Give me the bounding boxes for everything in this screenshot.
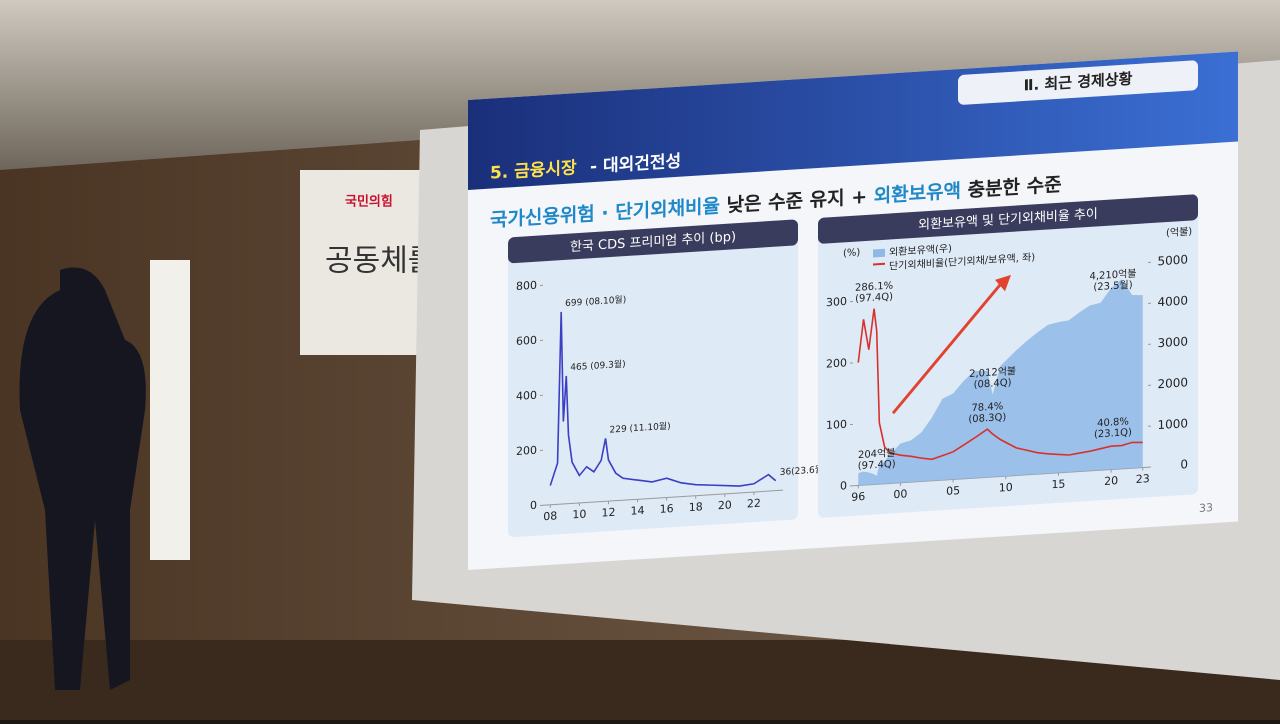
y2-tick-label: 4000: [1157, 293, 1188, 309]
x-tick-label: 23: [1136, 472, 1150, 486]
annotation-sub: (23.5월): [1093, 279, 1132, 293]
x-tick-label: 22: [747, 497, 761, 511]
y-tick-label: 200: [516, 444, 537, 458]
y2-tick-label: 2000: [1157, 375, 1188, 391]
y2-tick-label: 1000: [1157, 416, 1188, 432]
slide: Ⅱ. 최근 경제상황 5. 금융시장 - 대외건전성 국가신용위험 · 단기외채…: [468, 52, 1238, 570]
page-number: 33: [1199, 501, 1213, 515]
x-tick-label: 12: [601, 506, 615, 520]
y-tick-label: 800: [516, 279, 537, 293]
y-tick-label: 0: [530, 499, 537, 512]
banner-logo: 국민의힘: [345, 194, 393, 210]
y-axis-unit: (%): [843, 247, 860, 259]
flag: [150, 260, 190, 560]
x-tick-label: 05: [946, 484, 960, 498]
legend-swatch: [873, 249, 885, 258]
y-tick-label: 0: [840, 479, 847, 492]
x-tick-label: 10: [572, 508, 586, 522]
x-tick-label: 14: [631, 504, 645, 518]
x-tick-label: 20: [1104, 474, 1118, 488]
x-tick-label: 00: [893, 487, 907, 501]
x-tick-label: 08: [543, 509, 557, 523]
y2-tick-label: 5000: [1157, 252, 1188, 268]
y-tick-label: 600: [516, 334, 537, 348]
y2-axis-unit: (억불): [1166, 225, 1192, 239]
x-tick-label: 16: [660, 502, 674, 516]
y-tick-label: 300: [826, 295, 847, 309]
y-tick-label: 200: [826, 356, 847, 370]
y-tick-label: 100: [826, 418, 847, 432]
x-tick-label: 96: [851, 490, 865, 504]
y-tick-label: 400: [516, 389, 537, 403]
y2-tick-label: 0: [1180, 457, 1188, 471]
chart-panel: [508, 219, 798, 537]
x-tick-label: 20: [718, 498, 732, 512]
x-tick-label: 18: [689, 500, 703, 514]
x-tick-label: 10: [999, 481, 1013, 495]
x-tick-label: 15: [1051, 477, 1065, 491]
y2-tick-label: 3000: [1157, 334, 1188, 350]
